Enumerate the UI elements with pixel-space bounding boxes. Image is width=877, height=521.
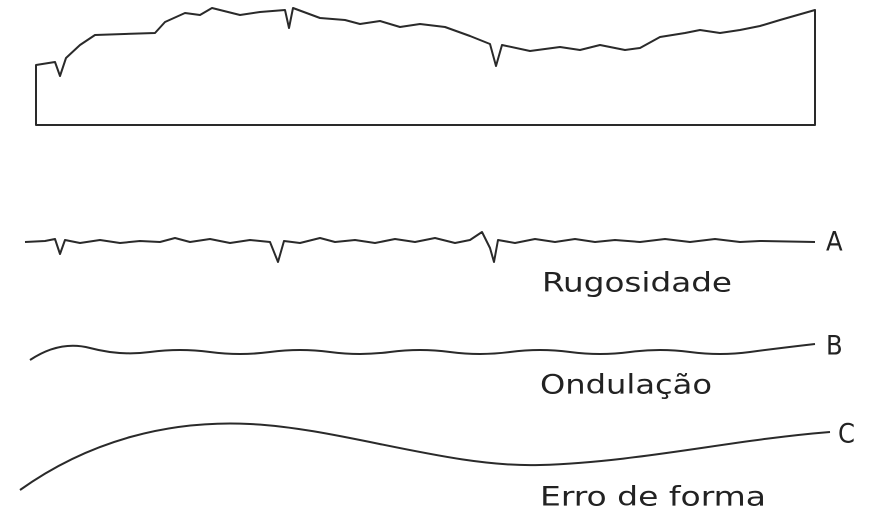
profile-letter: B bbox=[826, 331, 843, 362]
profile-letter: A bbox=[826, 227, 843, 258]
roughness-line bbox=[24, 231, 816, 263]
profile-letter: C bbox=[838, 419, 855, 450]
waviness-line bbox=[29, 343, 816, 361]
surface-profile bbox=[35, 7, 816, 126]
profile-name: Erro de forma bbox=[540, 482, 766, 513]
profile-name: Ondulação bbox=[540, 370, 712, 401]
form-error-line bbox=[19, 422, 831, 491]
profile-name: Rugosidade bbox=[542, 268, 732, 299]
